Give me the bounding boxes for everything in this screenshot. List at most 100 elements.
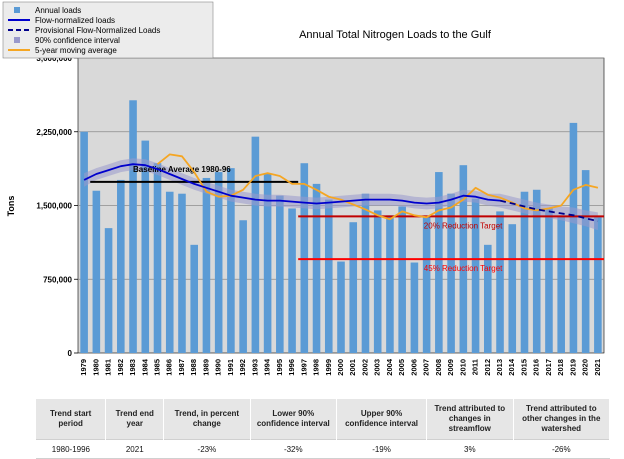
x-tick-label: 2008 bbox=[434, 359, 443, 376]
table-cell: 3% bbox=[426, 439, 514, 459]
bar-2002 bbox=[361, 193, 370, 353]
bar-2020 bbox=[581, 170, 590, 353]
nitrogen-loads-chart: 0 750,000 1,500,000 2,250,000 3,000,000 Basel… bbox=[2, 1, 605, 376]
chart-svg: 0 750,000 1,500,000 2,250,000 3,000,000 Basel… bbox=[2, 1, 605, 376]
table-header: Lower 90% confidence interval bbox=[250, 399, 338, 440]
x-tick-label: 2021 bbox=[593, 359, 602, 376]
x-tick-label: 2005 bbox=[397, 359, 406, 376]
x-tick-label: 2010 bbox=[458, 359, 467, 376]
x-tick-label: 2001 bbox=[348, 359, 357, 376]
legend-swatch bbox=[14, 7, 20, 13]
table-header: Upper 90% confidence interval bbox=[336, 399, 428, 440]
bar-1990 bbox=[214, 172, 223, 353]
x-tick-label: 1989 bbox=[201, 359, 210, 376]
x-tick-label: 2017 bbox=[544, 359, 553, 376]
x-tick-label: 2009 bbox=[446, 359, 455, 376]
legend-entry: Annual loads bbox=[35, 6, 81, 15]
table-cell: -19% bbox=[336, 439, 427, 459]
bar-2017 bbox=[545, 208, 553, 353]
bar-1999 bbox=[324, 199, 333, 353]
y-tick-label: 1,500,000 bbox=[36, 202, 72, 211]
x-tick-label: 1992 bbox=[238, 359, 247, 376]
table-header: Trend end year bbox=[105, 399, 165, 440]
bar-2003 bbox=[373, 210, 382, 353]
x-tick-label: 2000 bbox=[336, 359, 345, 376]
bar-2005 bbox=[398, 206, 406, 353]
x-tick-label: 1995 bbox=[275, 359, 284, 376]
bar-1985 bbox=[153, 163, 162, 353]
x-tick-label: 1997 bbox=[299, 359, 308, 376]
x-tick-label: 1980 bbox=[91, 359, 100, 376]
bar-1996 bbox=[288, 208, 296, 353]
y-tick-label: 750,000 bbox=[43, 275, 72, 284]
bar-1986 bbox=[165, 191, 174, 353]
x-tick-label: 2020 bbox=[581, 359, 590, 376]
bar-1979 bbox=[80, 131, 88, 353]
bar-1989 bbox=[202, 177, 211, 353]
bar-1991 bbox=[227, 168, 235, 353]
bar-1983 bbox=[129, 100, 137, 354]
x-tick-label: 2007 bbox=[422, 359, 431, 376]
bar-2013 bbox=[496, 211, 504, 353]
target-label: 20% Reduction Target bbox=[424, 221, 503, 230]
bar-1992 bbox=[239, 220, 247, 353]
bar-2016 bbox=[532, 189, 541, 353]
bar-1987 bbox=[178, 193, 186, 353]
x-tick-label: 1988 bbox=[189, 359, 198, 376]
x-tick-label: 2004 bbox=[385, 358, 394, 376]
x-tick-label: 2011 bbox=[471, 359, 480, 375]
x-tick-label: 2018 bbox=[556, 359, 565, 376]
x-tick-label: 1981 bbox=[104, 359, 113, 376]
x-tick-label: 1985 bbox=[152, 359, 161, 376]
confidence-band bbox=[84, 158, 598, 231]
y-axis-label: Tons bbox=[6, 196, 16, 217]
x-tick-label: 1987 bbox=[177, 359, 186, 376]
bar-2018 bbox=[557, 216, 565, 353]
table-cell: 1980-1996 bbox=[36, 439, 106, 459]
table-cell: -23% bbox=[163, 439, 251, 459]
flow-normalized-line bbox=[83, 163, 501, 205]
bar-2011 bbox=[471, 198, 480, 353]
legend-box bbox=[2, 1, 214, 59]
x-tick-label: 2002 bbox=[360, 359, 369, 376]
x-tick-label: 1999 bbox=[324, 359, 333, 376]
table-cell: -32% bbox=[250, 439, 337, 459]
bar-1982 bbox=[117, 179, 125, 353]
x-tick-label: 1982 bbox=[116, 359, 125, 376]
table-header: Trend, in percent change bbox=[163, 399, 251, 440]
y-tick-label: 0 bbox=[68, 349, 73, 358]
baseline-label: Baseline Average 1980-96 bbox=[133, 165, 231, 174]
bar-1981 bbox=[104, 228, 113, 353]
bar-2006 bbox=[410, 262, 419, 353]
legend-entry: 90% confidence interval bbox=[35, 36, 120, 45]
x-tick-label: 2013 bbox=[495, 359, 504, 376]
x-tick-label: 1983 bbox=[128, 359, 137, 376]
bar-1995 bbox=[276, 195, 284, 353]
bar-2001 bbox=[349, 222, 358, 353]
bar-2009 bbox=[447, 193, 455, 353]
x-tick-label: 1993 bbox=[250, 359, 259, 376]
x-tick-label: 1994 bbox=[263, 358, 272, 376]
x-tick-label: 2016 bbox=[532, 359, 541, 376]
table-header-row: Trend start period Trend end year Trend,… bbox=[36, 399, 611, 440]
legend-swatch bbox=[14, 37, 20, 43]
legend-entry: Provisional Flow-Normalized Loads bbox=[35, 26, 160, 35]
x-tick-label: 2015 bbox=[519, 359, 528, 376]
bar-2019 bbox=[569, 122, 578, 354]
y-tick-label: 3,000,000 bbox=[36, 54, 72, 63]
table-row: 1980-1996 2021 -23% -32% -19% 3% -26% bbox=[36, 439, 610, 459]
x-tick-label: 1979 bbox=[79, 359, 88, 376]
x-tick-label: 2006 bbox=[409, 359, 418, 376]
trend-table: Trend start period Trend end year Trend,… bbox=[36, 399, 611, 459]
bar-1994 bbox=[263, 174, 272, 353]
bar-1998 bbox=[312, 183, 321, 353]
x-tick-label: 2014 bbox=[507, 358, 516, 376]
y-tick-label: 2,250,000 bbox=[36, 128, 72, 137]
x-tick-label: 1990 bbox=[214, 359, 223, 376]
x-tick-label: 2019 bbox=[568, 359, 577, 376]
bar-2008 bbox=[435, 172, 443, 353]
legend-entry: Flow-normalized loads bbox=[35, 16, 115, 25]
x-tick-label: 1986 bbox=[165, 359, 174, 376]
bar-1980 bbox=[92, 190, 101, 353]
bar-2015 bbox=[520, 191, 529, 353]
